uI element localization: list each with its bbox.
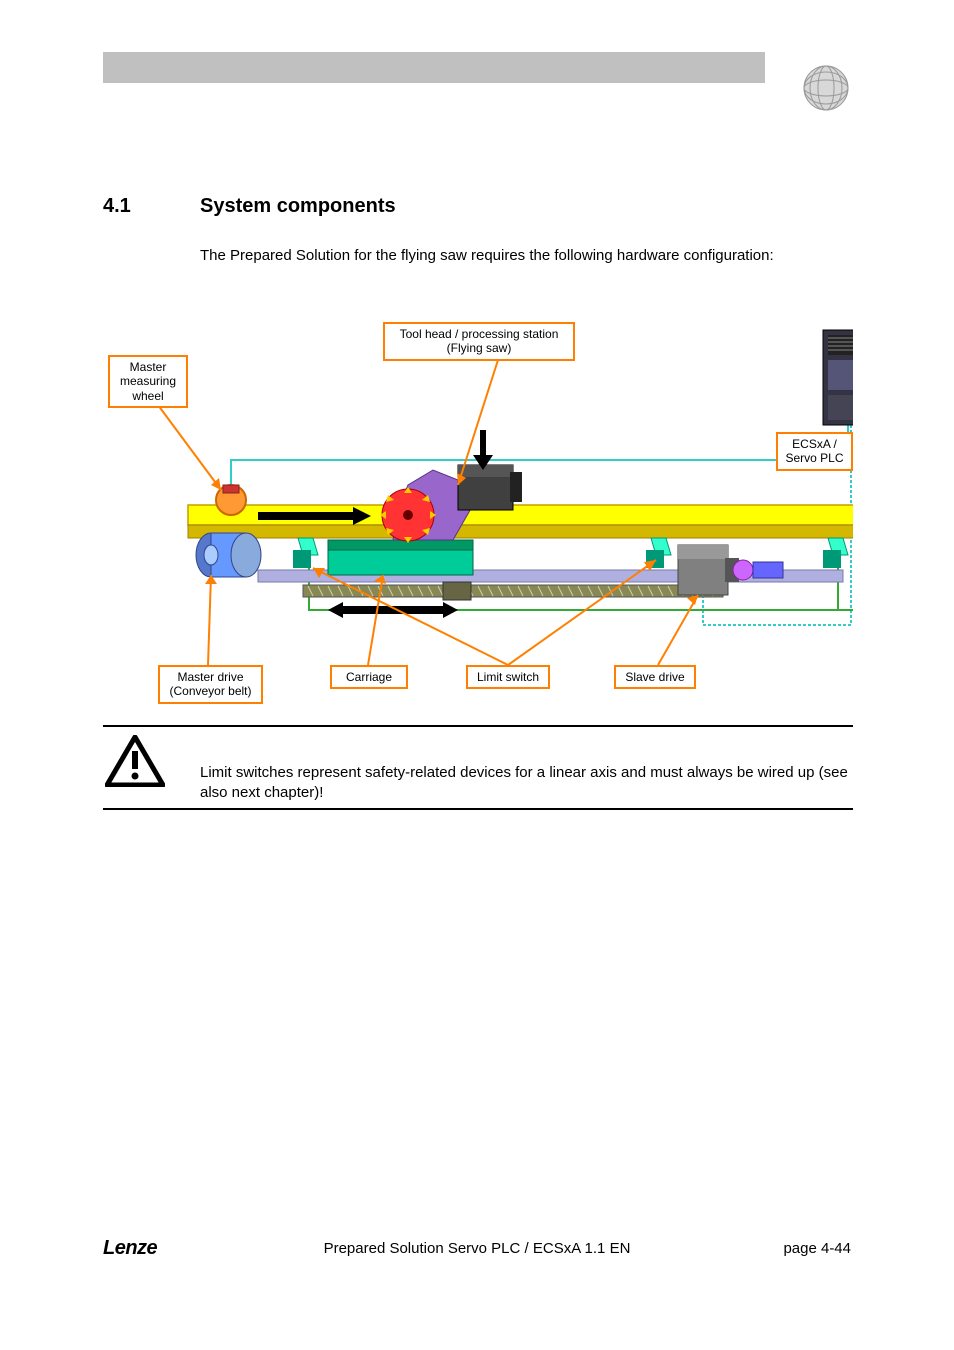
globe-icon	[798, 62, 854, 118]
label-text: Master measuring wheel	[120, 360, 176, 403]
label-carriage: Carriage	[330, 665, 408, 689]
warning-text: Limit switches represent safety-related …	[200, 763, 853, 802]
label-master-drive: Master drive (Conveyor belt)	[158, 665, 263, 704]
header-bar	[103, 52, 765, 83]
warning-icon	[105, 735, 165, 787]
label-measuring-wheel: Master measuring wheel	[108, 355, 188, 408]
label-slave-drive: Slave drive	[614, 665, 696, 689]
label-text: Master drive (Conveyor belt)	[169, 670, 251, 698]
label-text: Carriage	[346, 670, 392, 684]
label-text: Slave drive	[625, 670, 684, 684]
label-controller: ECSxA / Servo PLC	[776, 432, 853, 471]
hr-bottom	[103, 808, 853, 810]
footer-page: page 4-44	[783, 1240, 851, 1257]
label-text: Tool head / processing station (Flying s…	[400, 327, 559, 355]
hr-top	[103, 725, 853, 727]
label-limit-switch: Limit switch	[466, 665, 550, 689]
label-tool-head: Tool head / processing station (Flying s…	[383, 322, 575, 361]
intro-text: The Prepared Solution for the flying saw…	[200, 247, 774, 264]
section-number: 4.1	[103, 195, 131, 218]
label-text: ECSxA / Servo PLC	[785, 437, 843, 465]
label-text: Limit switch	[477, 670, 539, 684]
section-title: System components	[200, 195, 396, 218]
